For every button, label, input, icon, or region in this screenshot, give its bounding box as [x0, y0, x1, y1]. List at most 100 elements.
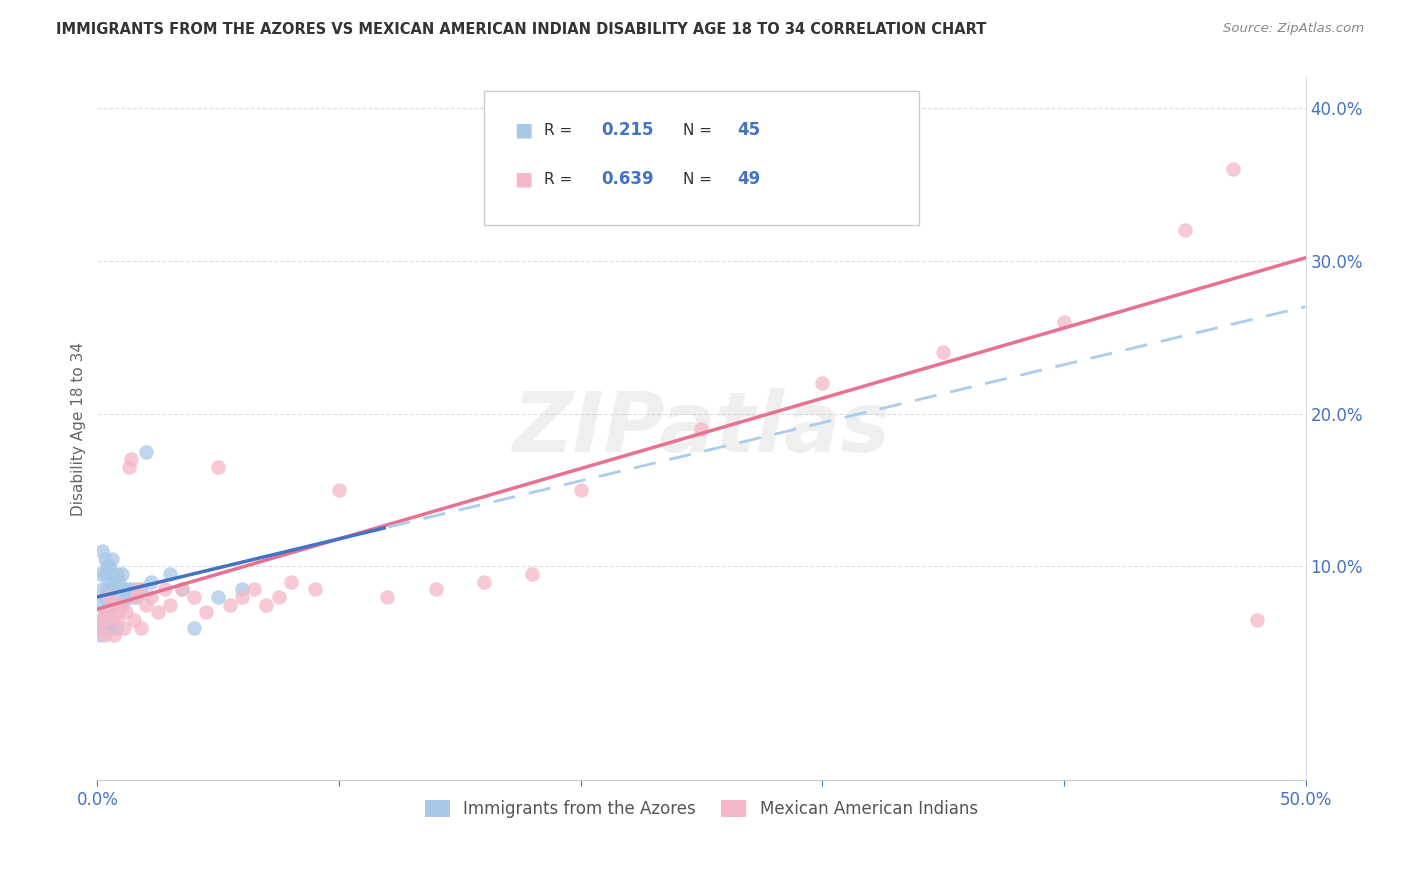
Point	[115, 590, 138, 604]
Point	[89, 628, 111, 642]
Point	[231, 582, 253, 597]
Point	[1053, 315, 1076, 329]
Point	[125, 590, 148, 604]
Point	[96, 605, 118, 619]
Point	[101, 551, 124, 566]
Point	[115, 605, 138, 619]
Point	[267, 590, 290, 604]
Point	[170, 582, 193, 597]
Point	[280, 574, 302, 589]
Text: 45: 45	[738, 121, 761, 139]
Point	[118, 582, 141, 597]
Point	[101, 567, 124, 582]
Point	[101, 598, 124, 612]
Point	[96, 605, 118, 619]
Point	[98, 574, 121, 589]
Point	[91, 544, 114, 558]
Point	[91, 613, 114, 627]
Point	[256, 598, 278, 612]
Point	[96, 559, 118, 574]
Point	[231, 590, 253, 604]
Point	[328, 483, 350, 497]
Point	[91, 582, 114, 597]
Text: R =: R =	[544, 123, 578, 137]
Text: 0.639: 0.639	[602, 170, 654, 188]
Point	[112, 582, 135, 597]
Point	[522, 567, 544, 582]
Point	[170, 582, 193, 597]
Point	[98, 620, 121, 634]
Point	[105, 567, 128, 582]
Point	[103, 628, 125, 642]
Point	[103, 598, 125, 612]
Point	[1222, 162, 1244, 177]
Text: 0.215: 0.215	[602, 121, 654, 139]
Text: N =: N =	[683, 123, 717, 137]
Point	[110, 598, 132, 612]
Point	[108, 605, 131, 619]
Point	[129, 582, 152, 597]
Text: IMMIGRANTS FROM THE AZORES VS MEXICAN AMERICAN INDIAN DISABILITY AGE 18 TO 34 CO: IMMIGRANTS FROM THE AZORES VS MEXICAN AM…	[56, 22, 987, 37]
Point	[932, 345, 955, 359]
Point	[183, 620, 205, 634]
Point	[93, 620, 115, 634]
Point	[139, 590, 162, 604]
Point	[93, 590, 115, 604]
Point	[110, 567, 132, 582]
Point	[98, 559, 121, 574]
Point	[1174, 223, 1197, 237]
Point	[207, 590, 229, 604]
Point	[219, 598, 242, 612]
Point	[103, 574, 125, 589]
Point	[89, 613, 111, 627]
Point	[139, 574, 162, 589]
Point	[129, 620, 152, 634]
Point	[91, 620, 114, 634]
Point	[105, 590, 128, 604]
Point	[93, 567, 115, 582]
Point	[93, 628, 115, 642]
Text: N =: N =	[683, 172, 717, 186]
Text: ZIPatlas: ZIPatlas	[513, 388, 890, 469]
Y-axis label: Disability Age 18 to 34: Disability Age 18 to 34	[72, 342, 86, 516]
Point	[118, 460, 141, 475]
Point	[159, 567, 181, 582]
Point	[96, 582, 118, 597]
Point	[127, 582, 149, 597]
Text: ■: ■	[515, 120, 533, 140]
Text: 49: 49	[738, 170, 761, 188]
Text: Source: ZipAtlas.com: Source: ZipAtlas.com	[1223, 22, 1364, 36]
Point	[89, 567, 111, 582]
Point	[159, 598, 181, 612]
Point	[125, 590, 148, 604]
Text: ■: ■	[515, 169, 533, 189]
Point	[98, 590, 121, 604]
Point	[375, 590, 398, 604]
Point	[1246, 613, 1268, 627]
Point	[304, 582, 326, 597]
Point	[110, 598, 132, 612]
Point	[93, 605, 115, 619]
Point	[207, 460, 229, 475]
Point	[425, 582, 447, 597]
Point	[112, 620, 135, 634]
Point	[690, 422, 713, 436]
Point	[243, 582, 266, 597]
Point	[122, 613, 145, 627]
Point	[811, 376, 834, 390]
Point	[569, 483, 592, 497]
Point	[93, 551, 115, 566]
Point	[101, 582, 124, 597]
FancyBboxPatch shape	[484, 92, 920, 225]
Point	[108, 598, 131, 612]
Point	[135, 444, 157, 458]
Text: R =: R =	[544, 172, 578, 186]
Point	[135, 598, 157, 612]
Point	[122, 582, 145, 597]
Point	[153, 582, 176, 597]
Point	[101, 620, 124, 634]
Point	[105, 613, 128, 627]
Point	[105, 620, 128, 634]
Point	[120, 590, 142, 604]
Point	[472, 574, 495, 589]
